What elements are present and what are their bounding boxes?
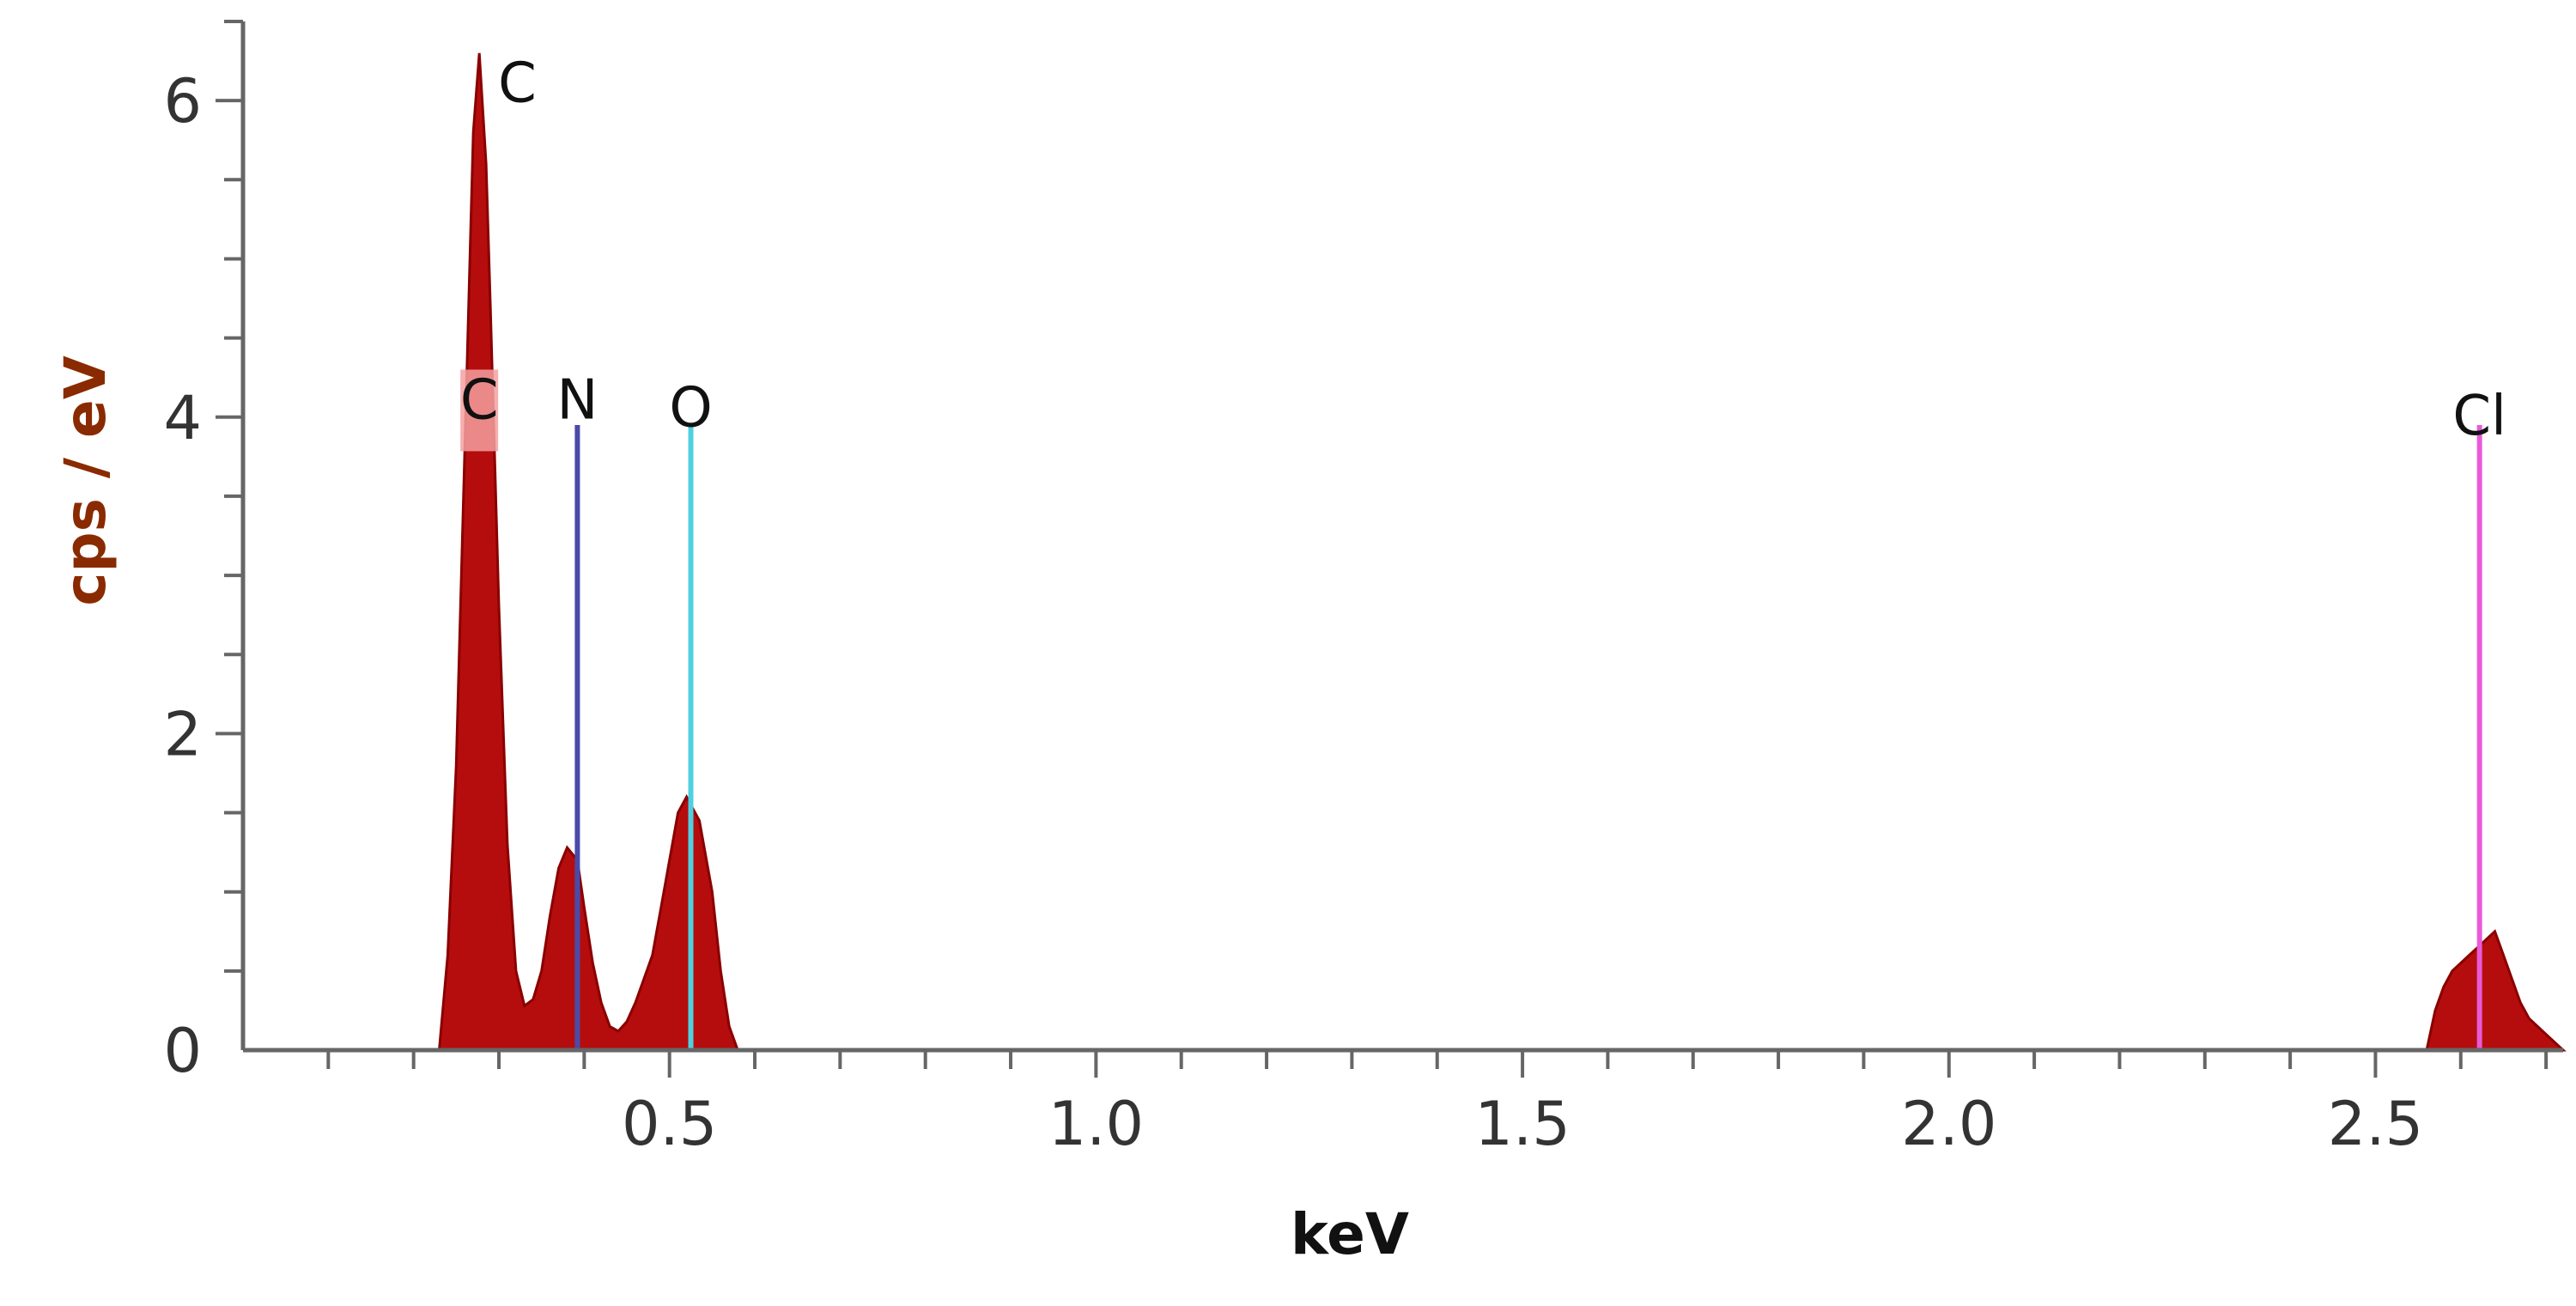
x-tick-label: 2.5 [2328, 1089, 2423, 1159]
spectrum-area-0 [438, 52, 740, 1052]
peak-labels: CC N O Cl [460, 52, 2506, 448]
spectrum-area-1 [2425, 929, 2567, 1052]
tick-labels: 0.5 1.0 1.5 2.0 2.5 0 2 4 6 [163, 66, 2423, 1159]
x-tick-label: 1.0 [1048, 1089, 1144, 1159]
axes [216, 20, 2563, 1078]
marker-band-c [460, 369, 499, 452]
peak-label-cl: Cl [2452, 385, 2506, 448]
peak-label-n: N [556, 368, 598, 432]
plot-area [438, 52, 2567, 1052]
y-axis-title: cps / eV [52, 355, 118, 606]
y-tick-label: 6 [163, 66, 202, 137]
peak-label-o: O [669, 377, 712, 440]
y-tick-label: 0 [163, 1016, 202, 1086]
peak-label-c: C [498, 52, 537, 116]
x-tick-label: 1.5 [1474, 1089, 1570, 1159]
x-axis-title: keV [1291, 1201, 1409, 1267]
peak-label-c: C [460, 368, 499, 432]
x-tick-label: 0.5 [622, 1089, 717, 1159]
y-tick-label: 2 [163, 699, 202, 769]
y-tick-label: 4 [163, 383, 202, 453]
x-tick-label: 2.0 [1901, 1089, 1996, 1159]
